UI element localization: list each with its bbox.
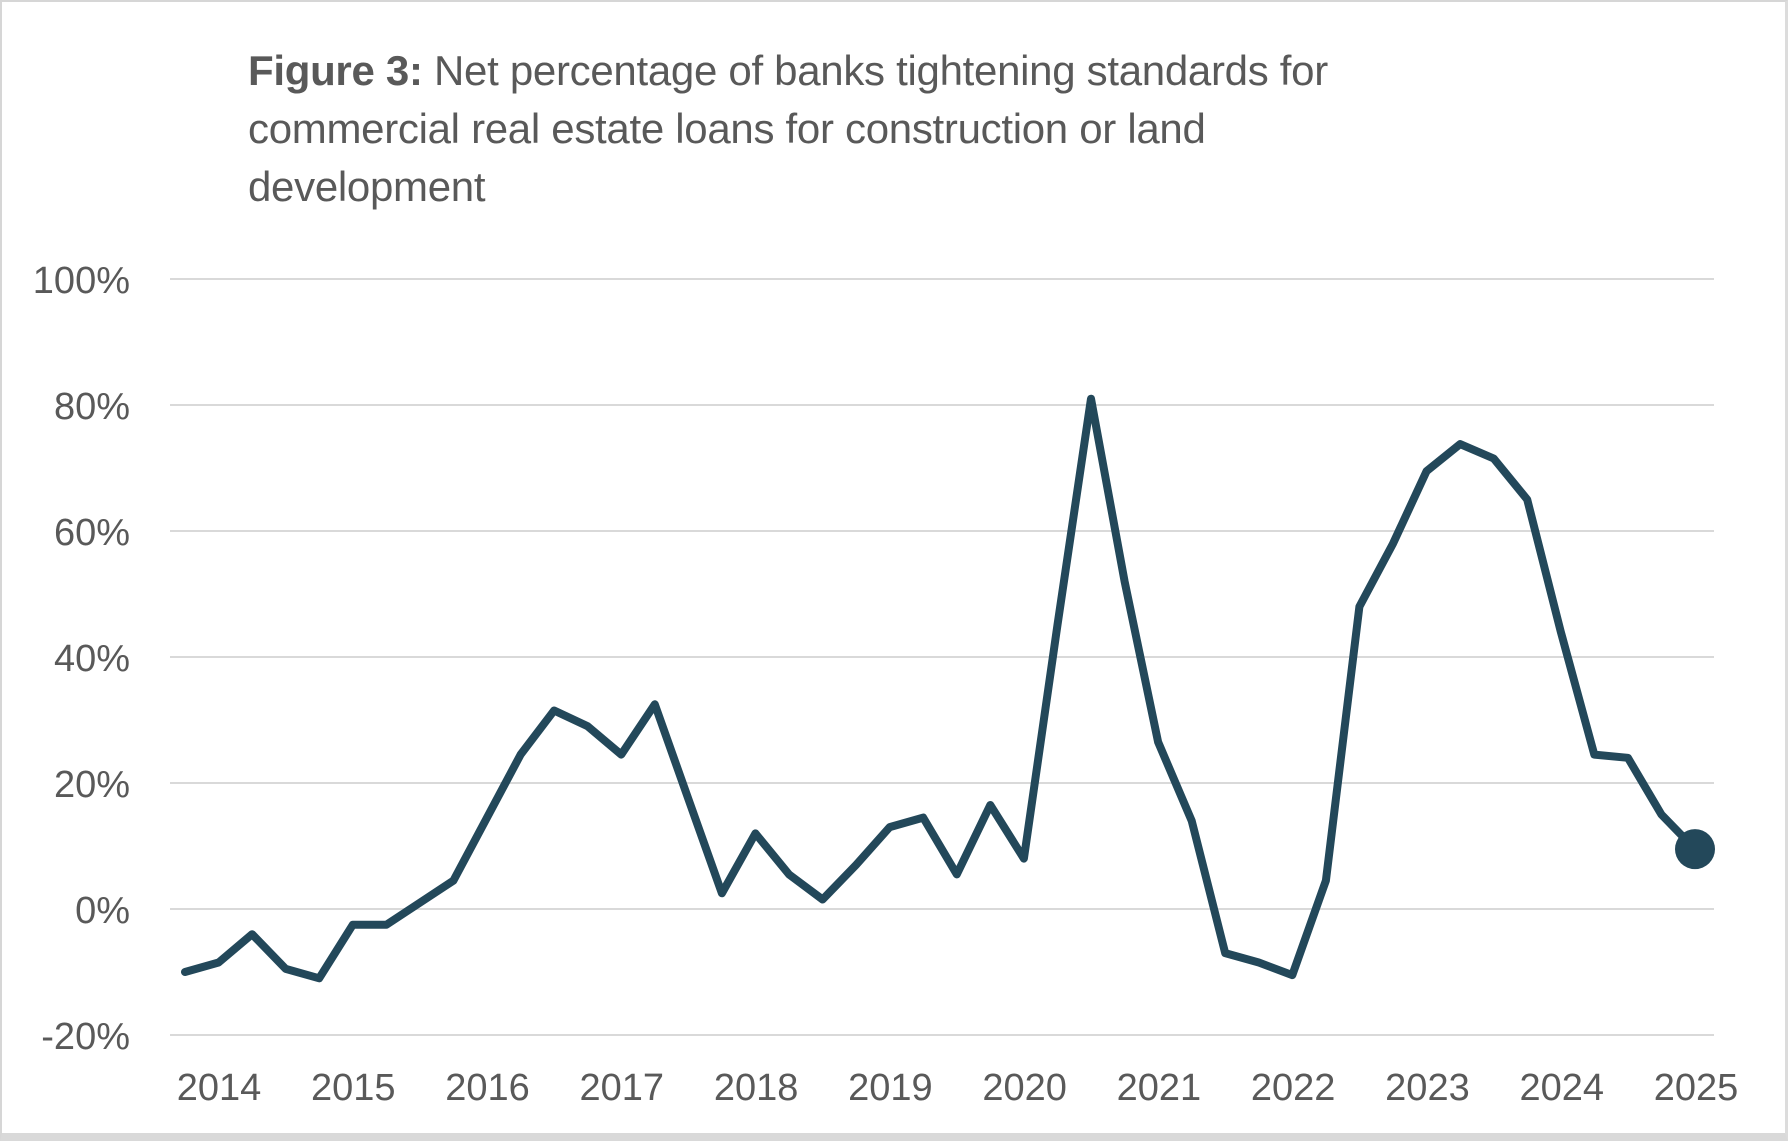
chart-title-line-3: development [248,163,486,210]
y-tick-label: 100% [33,260,130,302]
x-tick-label: 2014 [177,1067,262,1109]
x-tick-label: 2023 [1385,1067,1470,1109]
y-tick-label: 0% [75,890,130,932]
x-tick-label: 2019 [848,1067,933,1109]
x-axis-labels: 2014 2015 2016 2017 2018 2019 2020 2021 2022 2023… [177,1067,1739,1109]
chart-title-line-1: Figure 3: Net percentage of banks tighte… [248,42,1588,100]
x-tick-label: 2021 [1117,1067,1202,1109]
x-tick-label: 2025 [1654,1067,1739,1109]
x-tick-label: 2015 [311,1067,396,1109]
chart-title-text: Net percentage of banks tightening stand… [422,47,1328,94]
x-tick-label: 2017 [580,1067,665,1109]
data-line [181,394,1699,983]
y-axis-labels: 100% 80% 60% 40% 20% 0% -20% [33,260,130,1058]
x-tick-label: 2022 [1251,1067,1336,1109]
x-tick-label: 2018 [714,1067,799,1109]
gridlines [170,278,1714,1036]
last-point-marker [1675,829,1715,870]
x-tick-label: 2024 [1519,1067,1604,1109]
y-tick-label: 80% [54,386,130,428]
x-tick-label: 2016 [445,1067,530,1109]
y-tick-label: 40% [54,638,130,680]
y-tick-label: 20% [54,764,130,806]
y-tick-label: 60% [54,512,130,554]
figure-number-label: Figure 3: [248,47,423,94]
chart-title-line-2: commercial real estate loans for constru… [248,105,1206,152]
chart-title: Figure 3: Net percentage of banks tighte… [248,42,1588,216]
y-tick-label: -20% [41,1016,130,1058]
x-tick-label: 2020 [982,1067,1067,1109]
